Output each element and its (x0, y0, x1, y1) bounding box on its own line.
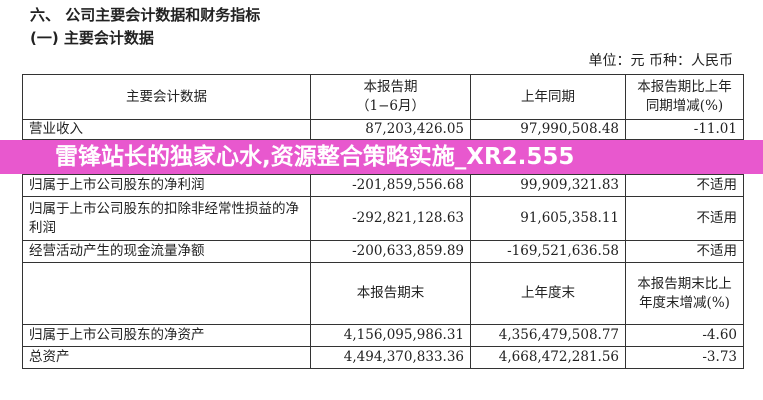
table-row: 经营活动产生的现金流量净额 -200,633,859.89 -169,521,6… (22, 240, 744, 263)
value-cell: -169,521,636.58 (470, 240, 626, 263)
banner-text: 雷锋站长的独家心水,资源整合策略实施_XR2.555 (55, 144, 575, 170)
value-cell: 99,909,321.83 (470, 174, 626, 197)
value-cell: 不适用 (625, 240, 744, 263)
value-cell: -201,859,556.68 (310, 174, 471, 197)
row-label: 归属于上市公司股东的净利润 (22, 174, 311, 197)
value-cell: -292,821,128.63 (310, 196, 471, 241)
value-cell: -3.73 (625, 346, 744, 369)
value-cell: 4,494,370,833.36 (310, 346, 471, 369)
value-cell: 不适用 (625, 196, 744, 241)
header-cell: 主要会计数据 (22, 74, 311, 120)
header-cell: 上年同期 (470, 74, 626, 120)
row-label: 经营活动产生的现金流量净额 (22, 240, 311, 263)
header-cell: 上年度末 (470, 262, 626, 325)
table-header-row: 本报告期末 上年度末 本报告期末比上年度末增减(%) (22, 262, 744, 325)
row-label: 营业收入 (22, 119, 311, 140)
section-heading: 六、 公司主要会计数据和财务指标 (30, 6, 261, 24)
row-label: 归属于上市公司股东的扣除非经常性损益的净利润 (22, 196, 311, 241)
table-row: 总资产 4,494,370,833.36 4,668,472,281.56 -3… (22, 346, 744, 369)
row-label: 总资产 (22, 346, 311, 369)
table-row: 归属于上市公司股东的净利润 -201,859,556.68 99,909,321… (22, 174, 744, 197)
value-cell: -200,633,859.89 (310, 240, 471, 263)
accounting-data-table: 归属于上市公司股东的净利润 -201,859,556.68 99,909,321… (22, 174, 744, 369)
header-cell: 本报告期末比上年度末增减(%) (625, 262, 744, 325)
table-row: 归属于上市公司股东的净资产 4,156,095,986.31 4,356,479… (22, 324, 744, 347)
value-cell: 4,668,472,281.56 (470, 346, 626, 369)
unit-currency-note: 单位：元 币种：人民币 (588, 53, 733, 69)
header-cell: 本报告期 （1−6月） (310, 74, 471, 120)
overlay-banner: 雷锋站长的独家心水,资源整合策略实施_XR2.555 (0, 140, 763, 174)
header-cell: 本报告期比上年同期增减(%) (625, 74, 744, 120)
value-cell: -11.01 (625, 119, 744, 140)
subsection-heading: (一) 主要会计数据 (30, 29, 154, 47)
header-cell: 本报告期末 (310, 262, 471, 325)
accounting-data-table-top: 主要会计数据 本报告期 （1−6月） 上年同期 本报告期比上年同期增减(%) 营… (22, 74, 744, 140)
table-row: 归属于上市公司股东的扣除非经常性损益的净利润 -292,821,128.63 9… (22, 196, 744, 241)
value-cell: 91,605,358.11 (470, 196, 626, 241)
value-cell: 87,203,426.05 (310, 119, 471, 140)
value-cell: 4,156,095,986.31 (310, 324, 471, 347)
accounting-data-area: 主要会计数据 本报告期 （1−6月） 上年同期 本报告期比上年同期增减(%) 营… (0, 74, 763, 369)
value-cell: -4.60 (625, 324, 744, 347)
value-cell: 97,990,508.48 (470, 119, 626, 140)
row-label: 归属于上市公司股东的净资产 (22, 324, 311, 347)
table-row: 营业收入 87,203,426.05 97,990,508.48 -11.01 (22, 119, 744, 140)
value-cell: 不适用 (625, 174, 744, 197)
table-header-row: 主要会计数据 本报告期 （1−6月） 上年同期 本报告期比上年同期增减(%) (22, 74, 744, 120)
header-cell (22, 262, 311, 325)
value-cell: 4,356,479,508.77 (470, 324, 626, 347)
